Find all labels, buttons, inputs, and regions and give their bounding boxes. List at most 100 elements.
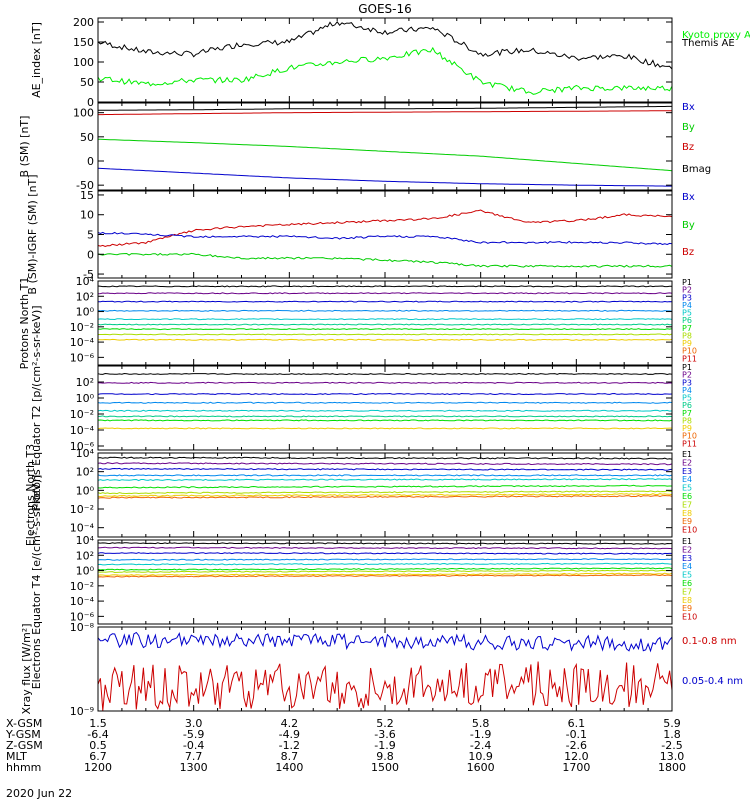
legend-entry: E8 — [682, 596, 692, 605]
series-line-e3 — [97, 467, 673, 471]
legend-entry: P6 — [682, 401, 692, 410]
y-tick-label: 10⁰ — [76, 565, 95, 578]
x-tick-label: 6.7 — [89, 750, 107, 763]
series-line-p1 — [97, 372, 673, 376]
y-tick-label: 10⁻² — [70, 408, 94, 421]
x-axis-row-label: Y-GSM — [5, 728, 41, 741]
legend-entry: P2 — [682, 371, 692, 380]
series-line-p8 — [98, 333, 673, 336]
legend-entry: Themis AE — [681, 38, 735, 49]
y-axis-label: Protons North T1 — [18, 277, 31, 370]
legend-entry: By — [682, 122, 695, 133]
panel-8: 10⁻⁹ 10⁻⁸ Xray flux [W/m²] 0.1-0.8 nm 0.05-0… — [20, 621, 743, 718]
series-line-e4 — [97, 474, 673, 477]
legend-entry: P7 — [682, 324, 692, 333]
series-line-e5 — [97, 562, 673, 566]
y-tick-label: 10⁻⁶ — [70, 351, 95, 364]
legend-entry: E6 — [682, 492, 692, 501]
date-label: 2020 Jun 22 — [6, 787, 72, 800]
series-line-p6 — [97, 323, 672, 326]
series-line-p4 — [97, 401, 673, 404]
x-tick-label: -2.4 — [470, 739, 491, 752]
series-line-e8 — [97, 493, 673, 498]
legend-entry: Bz — [682, 142, 694, 153]
panel-frame — [97, 190, 673, 279]
y-tick-label: 0 — [87, 248, 94, 261]
y-tick-label: 10² — [76, 549, 94, 562]
series-line-e3 — [97, 552, 672, 555]
y-tick-label: 10⁻² — [70, 580, 94, 593]
y-tick-label: 10⁻² — [70, 503, 94, 516]
legend-entry: P10 — [682, 432, 697, 441]
legend-entry: P6 — [682, 316, 692, 325]
panel-frame — [97, 102, 673, 191]
x-tick-label: -2.5 — [661, 739, 682, 752]
x-tick-label: 5.9 — [663, 717, 681, 730]
y-tick-label: 10⁻² — [70, 321, 94, 334]
x-tick-label: 8.7 — [281, 750, 299, 763]
legend-entry: E7 — [682, 500, 692, 509]
y-tick-label: 150 — [73, 36, 94, 49]
series-line-by — [98, 138, 673, 172]
y-axis-label: Xray flux [W/m²] — [20, 623, 33, 714]
legend-entry: P5 — [682, 394, 692, 403]
series-line-e2 — [97, 546, 673, 550]
y-tick-label: 10⁻⁴ — [70, 336, 95, 349]
series-line-p9 — [97, 338, 673, 341]
series-line-p8 — [97, 427, 672, 430]
legend-entry: P3 — [682, 378, 692, 387]
y-tick-label: -50 — [76, 179, 94, 192]
series-line-by — [97, 252, 673, 268]
y-axis-label: B (SM)-IGRF (SM) [nT] — [26, 174, 39, 294]
x-tick-label: -5.9 — [183, 728, 204, 741]
x-tick-label: 1600 — [467, 761, 495, 774]
legend-entry: E3 — [682, 467, 692, 476]
legend-entry: P9 — [682, 424, 692, 433]
y-tick-label: 15 — [80, 189, 94, 202]
y-tick-label: 10⁰ — [76, 306, 95, 319]
y-tick-label: 100 — [73, 107, 94, 120]
legend-entry: Bx — [682, 192, 695, 203]
y-tick-label: 10⁴ — [76, 275, 95, 288]
y-tick-label: 10⁻⁴ — [70, 595, 95, 608]
series-line-0-1-0-8-nm — [97, 631, 673, 653]
series-line-e5 — [97, 478, 673, 482]
series-line-e2 — [97, 462, 673, 466]
series-line-e7 — [97, 569, 673, 574]
legend-entry: P4 — [682, 386, 692, 395]
series-line-bz — [98, 110, 672, 116]
legend: Bx By Bz Bmag — [682, 102, 711, 175]
x-tick-label: 4.2 — [281, 717, 299, 730]
series-line-e8 — [97, 572, 673, 576]
legend-entry: P8 — [682, 331, 692, 340]
legend-entry: P8 — [682, 416, 692, 425]
x-tick-label: -2.6 — [566, 739, 587, 752]
y-tick-label: 10⁻⁶ — [70, 440, 95, 453]
legend-entry: P3 — [682, 293, 692, 302]
legend-entry: P2 — [682, 286, 692, 295]
x-tick-label: 12.0 — [564, 750, 589, 763]
series-line-p5 — [97, 409, 673, 412]
y-tick-label: 10⁴ — [76, 534, 95, 547]
legend-entry: P7 — [682, 409, 692, 418]
x-tick-label: -0.4 — [183, 739, 204, 752]
legend-entry: P1 — [682, 363, 692, 372]
series-line-e7 — [97, 490, 673, 495]
y-tick-label: 50 — [80, 76, 94, 89]
x-tick-label: 1200 — [84, 761, 112, 774]
y-axis-label: Electrons North T3 — [24, 444, 37, 546]
legend-entry: P11 — [682, 354, 697, 363]
legend: 0.1-0.8 nm 0.05-0.4 nm — [682, 636, 743, 687]
x-tick-label: 1.8 — [663, 728, 681, 741]
y-tick-label: 200 — [73, 16, 94, 29]
x-tick-label: 1700 — [562, 761, 590, 774]
x-tick-label: 0.5 — [89, 739, 107, 752]
legend-entry: E9 — [682, 517, 692, 526]
y-tick-label: 10 — [80, 209, 94, 222]
